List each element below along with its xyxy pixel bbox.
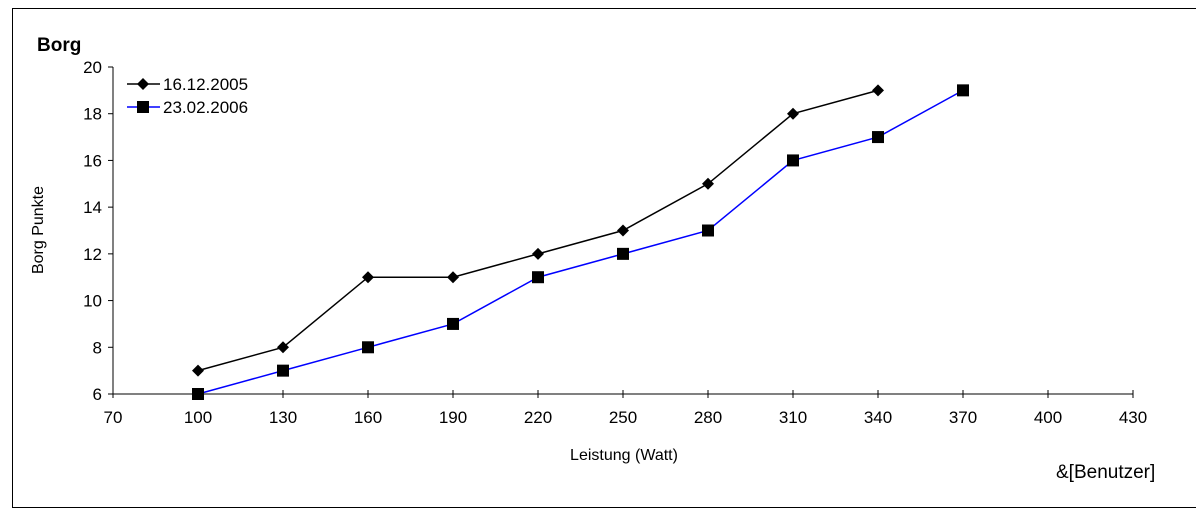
- chart-frame: [12, 8, 1196, 508]
- series-line: [197, 89, 879, 372]
- data-point: [532, 271, 544, 284]
- data-point: [872, 84, 884, 97]
- data-point: [957, 84, 969, 97]
- x-tick-label: 340: [864, 408, 892, 427]
- data-point: [362, 341, 374, 354]
- data-point: [702, 177, 714, 190]
- x-tick-label: 130: [269, 408, 297, 427]
- series-2: [192, 84, 969, 400]
- chart-title: Borg: [37, 35, 81, 56]
- x-axis-title: Leistung (Watt): [570, 447, 678, 464]
- y-tick-label: 10: [83, 292, 102, 311]
- series-line: [197, 89, 964, 395]
- x-tick-label: 190: [439, 408, 467, 427]
- data-point: [532, 247, 544, 260]
- data-point: [277, 341, 289, 354]
- x-tick-label: 160: [354, 408, 382, 427]
- data-point: [192, 364, 204, 377]
- data-point: [617, 247, 629, 260]
- data-point: [787, 154, 799, 167]
- series-1: [192, 84, 884, 377]
- y-tick-label: 8: [93, 338, 102, 357]
- diamond-marker-icon: [137, 78, 149, 90]
- x-tick-label: 310: [779, 408, 807, 427]
- y-tick-label: 6: [93, 385, 102, 404]
- y-tick-label: 14: [83, 198, 102, 217]
- y-tick-label: 16: [83, 151, 102, 170]
- data-point: [192, 388, 204, 400]
- x-tick-label: 430: [1119, 408, 1147, 427]
- x-tick-label: 400: [1034, 408, 1062, 427]
- legend-item-2: 23.02.2006: [127, 98, 248, 117]
- line-chart: Borg Borg Punkte Leistung (Watt) &[Benut…: [30, 35, 1155, 483]
- x-tick-label: 370: [949, 408, 977, 427]
- data-point: [872, 131, 884, 144]
- square-marker-icon: [137, 101, 149, 113]
- legend-label: 16.12.2005: [163, 75, 248, 94]
- x-tick-label: 280: [694, 408, 722, 427]
- legend-label: 23.02.2006: [163, 98, 248, 117]
- x-tick-label: 70: [104, 408, 123, 427]
- x-tick-label: 100: [184, 408, 212, 427]
- data-point: [362, 271, 374, 284]
- data-point: [447, 317, 459, 330]
- legend: 16.12.2005 23.02.2006: [127, 75, 248, 117]
- footer-text: &[Benutzer]: [1056, 462, 1155, 483]
- y-axis-title: Borg Punkte: [30, 186, 47, 274]
- data-point: [787, 107, 799, 120]
- data-point: [617, 224, 629, 237]
- data-point: [702, 224, 714, 237]
- y-tick-label: 20: [83, 58, 102, 77]
- x-tick-label: 250: [609, 408, 637, 427]
- axes: 6 8 10 12 14 16 18 20 70 100 130 160 190 220 250 280 310…: [83, 58, 1147, 427]
- y-tick-label: 18: [83, 105, 102, 124]
- legend-item-1: 16.12.2005: [127, 75, 248, 94]
- series-layer: [192, 84, 969, 400]
- data-point: [447, 271, 459, 284]
- data-point: [277, 364, 289, 377]
- y-tick-label: 12: [83, 245, 102, 264]
- x-tick-label: 220: [524, 408, 552, 427]
